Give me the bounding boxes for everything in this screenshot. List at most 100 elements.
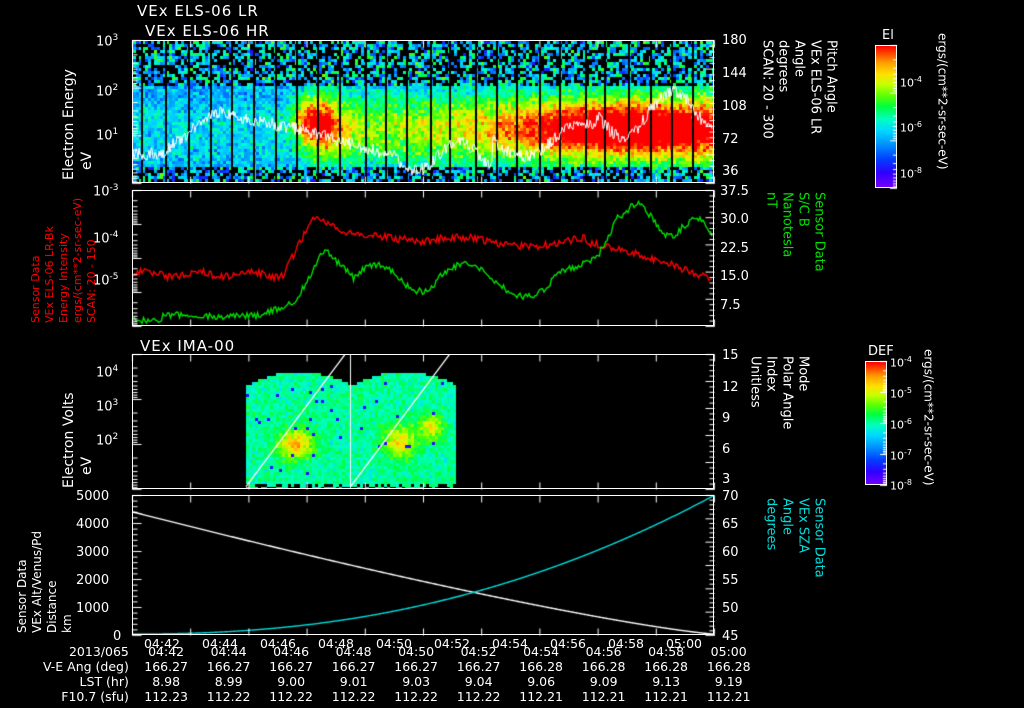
panel1-left-axis-unit: eV: [79, 110, 95, 170]
colorbar1-tick-0: 10-4: [900, 75, 922, 90]
panel1-ytick-2: 101: [96, 127, 119, 144]
panel3-right-axis-l3: Index: [763, 356, 779, 392]
colorbar2-tick-2: 10-6: [890, 417, 912, 432]
panel1-rytick-4: 36: [722, 164, 739, 179]
panel2-line-canvas: [133, 191, 713, 325]
table-cell: 9.03: [402, 674, 431, 689]
table-cell: 166.27: [206, 659, 251, 674]
table-cell: 112.23: [144, 689, 188, 704]
table-cell: 9.01: [339, 674, 368, 689]
panel3-left-axis-label: Electron Volts: [61, 392, 77, 488]
panel3-spectrogram-canvas: [133, 355, 713, 488]
table-cell: 112.22: [456, 689, 501, 704]
panel1-right-axis-l2: VEx ELS-06 LR: [807, 40, 823, 135]
table-cell: 9.13: [652, 674, 681, 689]
panel3-right-axis-l1: Mode: [795, 356, 811, 392]
panel4-ytick-3: 2000: [76, 573, 110, 588]
colorbar1-title: El: [882, 28, 894, 43]
table-cell: 166.27: [144, 659, 188, 674]
panel4-rytick-5: 45: [722, 629, 739, 644]
panel1-ytick-1: 102: [96, 83, 119, 100]
panel1-rytick-3: 72: [722, 132, 739, 147]
table-cell: 112.21: [581, 689, 626, 704]
panel3-ytick-2: 102: [96, 432, 119, 449]
table-cell: 04:56: [585, 644, 622, 659]
panel4-rytick-0: 70: [722, 489, 739, 504]
colorbar2-tick-3: 10-7: [890, 448, 912, 463]
table-cell: 04:48: [335, 644, 372, 659]
table-cell: 04:54: [523, 644, 560, 659]
panel4-left-axis-l1: Sensor Data: [15, 559, 29, 633]
table-row: V-E Ang (deg) 166.27 166.27 166.27 166.27 166…: [0, 659, 760, 674]
table-cell: 166.28: [706, 659, 751, 674]
panel2-right-axis-l4: nT: [763, 192, 779, 209]
colorbar2-tick-0: 10-4: [890, 355, 912, 370]
panel1-right-axis-l5: SCAN: 20 - 300: [759, 40, 775, 139]
panel1-right-axis-l1: Pitch Angle: [823, 40, 839, 113]
panel4-right-axis-l4: degrees: [763, 498, 779, 551]
panel1-ytick-0: 103: [96, 33, 119, 50]
panel2-right-axis-l3: Nanotesla: [779, 192, 795, 258]
table-row: F10.7 (sfu) 112.23 112.22 112.22 112.22 112.2…: [0, 689, 760, 704]
table-cell: 05:00: [710, 644, 747, 659]
table-cell: 8.98: [152, 674, 181, 689]
panel1-rytick-0: 180: [722, 33, 747, 48]
panel2-left-axis-l3: Energy Intensity: [57, 233, 70, 323]
panel2-rytick-3: 15.0: [720, 269, 749, 284]
table-cell: 112.21: [644, 689, 688, 704]
table-cell: 04:44: [210, 644, 247, 659]
table-cell: 112.22: [206, 689, 251, 704]
panel3-ytick-0: 104: [96, 364, 119, 381]
panel2-left-axis-l5: SCAN: 20 - 150: [85, 239, 98, 323]
panel3-rytick-1: 12: [722, 380, 739, 395]
panel1-title-line1: VEx ELS-06 LR: [137, 2, 259, 20]
table-row-header: F10.7 (sfu): [61, 689, 129, 704]
table-cell: 112.22: [269, 689, 313, 704]
panel2-right-axis-l2: S/C B: [795, 192, 811, 227]
panel3-rytick-4: 3: [722, 472, 731, 487]
panel1-right-axis-l4: degrees: [775, 40, 791, 93]
colorbar1-unit-label: ergs/(cm**2-sr-sec-eV): [935, 33, 950, 170]
panel4-rytick-2: 60: [722, 545, 739, 560]
colorbar2-tick-4: 10-8: [890, 478, 912, 493]
panel4-ytick-1: 4000: [76, 517, 110, 532]
panel2-left-axis-l4: ergs/(cm**2-sr-sec-eV): [71, 197, 84, 323]
table-row-header: V-E Ang (deg): [42, 659, 129, 674]
panel4-rytick-3: 55: [722, 573, 739, 588]
colorbar2-gradient: [865, 361, 887, 485]
panel4-left-axis-l3: Distance: [45, 580, 59, 633]
panel4-left-axis-l2: VEx Alt/Venus/Pd: [30, 530, 44, 633]
table-cell: 112.22: [394, 689, 438, 704]
panel1-left-axis-unit-l: eV: [79, 151, 95, 170]
panel2-left-axis-l1: Sensor Data: [29, 255, 42, 323]
panel4-ytick-2: 3000: [76, 545, 110, 560]
colorbar2-unit-label: ergs/(cm**2-sr-sec-eV): [921, 349, 936, 486]
table-cell: 9.09: [589, 674, 618, 689]
table-cell: 8.99: [214, 674, 243, 689]
panel2-rytick-4: 7.5: [720, 298, 741, 313]
table-cell: 9.06: [527, 674, 556, 689]
table-cell: 04:52: [460, 644, 497, 659]
table-cell: 9.04: [464, 674, 493, 689]
colorbar1-tick-2: 10-8: [900, 166, 922, 181]
panel3-rytick-3: 6: [722, 442, 731, 457]
panel2-rytick-1: 30.0: [720, 212, 749, 227]
panel4-right-axis-l1: Sensor Data: [811, 498, 827, 578]
panel4-ytick-4: 1000: [76, 601, 110, 616]
table-cell: 166.27: [269, 659, 313, 674]
panel2-right-axis-l1: Sensor Data: [811, 192, 827, 272]
panel4-rytick-4: 50: [722, 601, 739, 616]
table-row-header: 2013/065: [68, 644, 129, 659]
panel3-rytick-2: 9: [722, 411, 731, 426]
table-cell: 04:50: [398, 644, 435, 659]
table-cell: 04:46: [273, 644, 310, 659]
panel1-title-line2: VEx ELS-06 HR: [145, 22, 270, 40]
panel4-ytick-5: 0: [113, 629, 122, 644]
panel4-right-axis-l3: Angle: [779, 498, 795, 535]
table-cell: 112.21: [706, 689, 751, 704]
panel1-left-axis-label-l1: Electron Energy: [61, 69, 77, 180]
colorbar1-gradient: [875, 45, 897, 188]
panel1-rytick-2: 108: [722, 99, 747, 114]
panel3-left-axis-unit: eV: [79, 456, 95, 475]
table-cell: 166.28: [519, 659, 563, 674]
